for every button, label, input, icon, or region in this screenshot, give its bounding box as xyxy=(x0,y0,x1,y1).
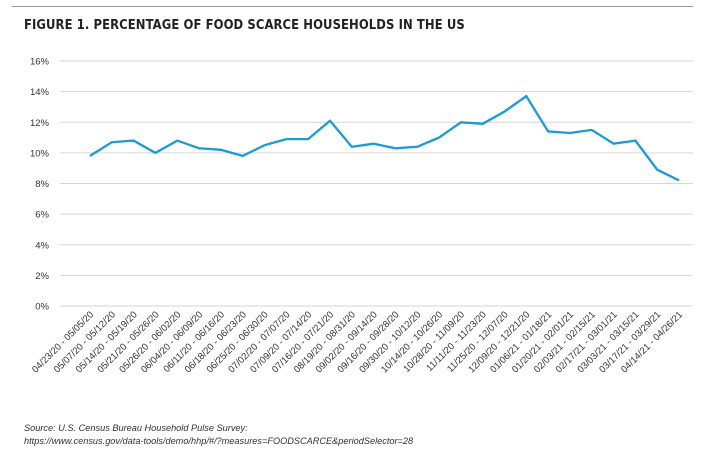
y-tick-label: 2% xyxy=(35,271,49,282)
source-line-1: Source: U.S. Census Bureau Household Pul… xyxy=(24,423,248,433)
y-tick-label: 16% xyxy=(30,57,50,68)
y-tick-label: 8% xyxy=(35,179,49,190)
top-divider xyxy=(12,6,693,7)
figure-title: FIGURE 1. PERCENTAGE OF FOOD SCARCE HOUS… xyxy=(24,17,465,33)
line-chart: 0%2%4%6%8%10%12%14%16%04/23/20 - 05/05/2… xyxy=(30,57,693,375)
y-tick-label: 4% xyxy=(35,240,49,251)
y-tick-label: 12% xyxy=(30,118,50,129)
y-tick-label: 0% xyxy=(35,302,49,313)
y-tick-label: 10% xyxy=(30,148,50,159)
y-tick-label: 6% xyxy=(35,210,49,221)
series-line xyxy=(89,94,680,182)
y-tick-label: 14% xyxy=(30,87,50,98)
source-note: Source: U.S. Census Bureau Household Pul… xyxy=(24,422,413,448)
source-url: https://www.census.gov/data-tools/demo/h… xyxy=(24,436,414,446)
